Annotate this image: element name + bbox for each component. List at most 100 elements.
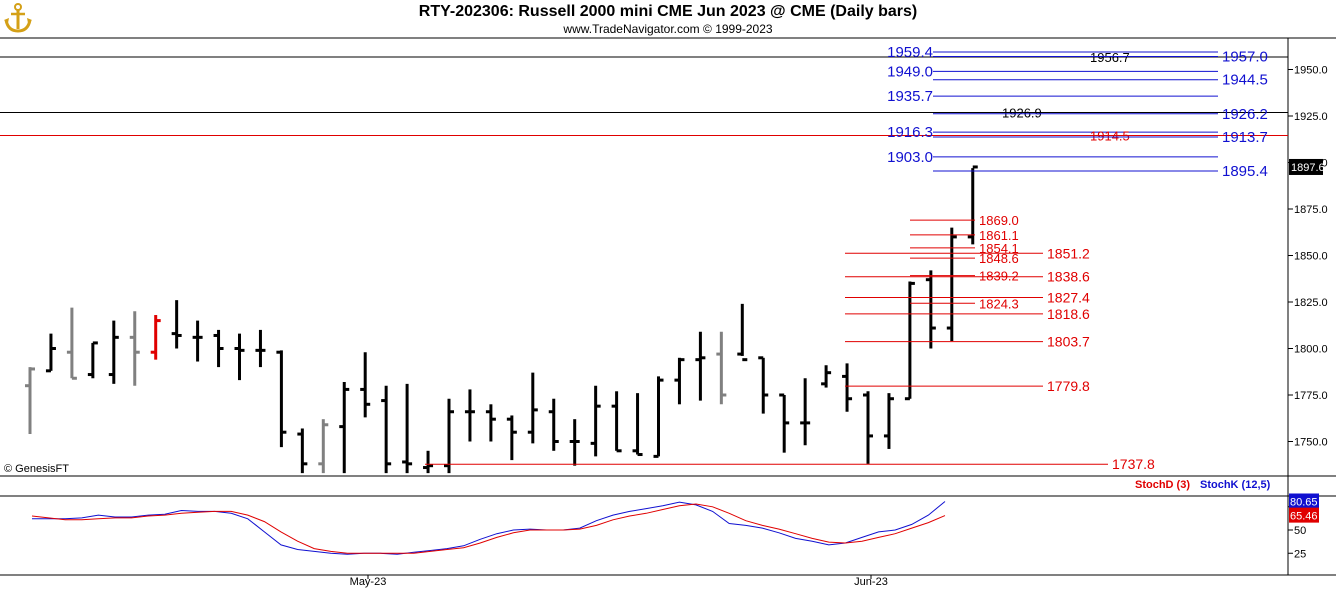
y-tick-label: 1825.0 xyxy=(1294,297,1328,309)
ohlc-bar xyxy=(360,352,371,418)
price-level: 1956.7 xyxy=(933,50,1130,65)
ohlc-bar xyxy=(863,391,873,464)
ohlc-bar xyxy=(569,419,580,466)
y-tick-label: 1850.0 xyxy=(1294,251,1328,263)
ohlc-bar xyxy=(548,398,559,451)
price-level: 1935.7 xyxy=(887,88,1218,105)
y-tick-label: 1925.0 xyxy=(1294,111,1328,123)
price-level: 1854.1 xyxy=(910,241,1019,256)
stoch-k-value: 80.65 xyxy=(1290,496,1318,508)
ohlc-bar xyxy=(213,329,224,368)
price-level: 1818.6 xyxy=(845,306,1090,322)
level-label: 1914.5 xyxy=(1090,129,1130,144)
ohlc-bar xyxy=(297,428,308,474)
price-level: 1914.5 xyxy=(933,129,1130,144)
level-label: 1949.0 xyxy=(887,63,933,80)
price-level: 1926.2 xyxy=(933,106,1268,123)
ohlc-bar xyxy=(129,311,140,386)
level-label: 1895.4 xyxy=(1222,163,1268,180)
level-label: 1869.0 xyxy=(979,213,1019,228)
level-label: 1779.8 xyxy=(1047,378,1090,394)
level-label: 1935.7 xyxy=(887,88,933,105)
legend-stochd: StochD (3) xyxy=(1135,479,1190,491)
ohlc-bar xyxy=(758,356,769,414)
price-level: 1861.1 xyxy=(910,228,1019,243)
y-tick-label: 1950.0 xyxy=(1294,65,1328,77)
stoch-series-line xyxy=(32,501,946,555)
level-label: 1944.5 xyxy=(1222,72,1268,89)
stoch-d-value-box xyxy=(1289,507,1319,523)
ohlc-bar xyxy=(339,381,350,474)
ohlc-bar xyxy=(716,331,727,405)
x-tick-label: Jun-23 xyxy=(854,576,888,588)
ohlc-bars xyxy=(25,165,978,474)
stoch-k-value-box xyxy=(1289,493,1319,509)
ohlc-bar xyxy=(779,393,790,453)
price-level: 1944.5 xyxy=(933,72,1268,89)
ohlc-bar xyxy=(444,398,454,474)
level-label: 1839.2 xyxy=(979,269,1019,284)
level-label: 1851.2 xyxy=(1047,245,1090,261)
ohlc-bar xyxy=(800,378,811,446)
ohlc-bar xyxy=(967,165,978,245)
price-level: 1827.4 xyxy=(845,290,1090,306)
ohlc-bar xyxy=(485,404,496,442)
price-level: 1803.7 xyxy=(845,334,1090,350)
price-level: 1949.0 xyxy=(887,63,1218,80)
chart-frame xyxy=(0,37,1336,576)
ohlc-bar xyxy=(150,315,161,360)
price-level: 1903.0 xyxy=(887,149,1218,166)
price-level: 1957.0 xyxy=(933,48,1268,65)
ohlc-bar xyxy=(695,331,706,401)
last-price-box xyxy=(1289,158,1323,175)
ohlc-bar xyxy=(25,367,35,435)
ohlc-bar xyxy=(423,450,434,474)
price-axis: 1750.01775.01800.01825.01850.01875.01900… xyxy=(1288,65,1328,449)
level-label: 1827.4 xyxy=(1047,290,1090,306)
ohlc-bar xyxy=(318,419,329,474)
x-tick-label: May-23 xyxy=(350,576,387,588)
ohlc-bar xyxy=(234,333,245,381)
ohlc-bar xyxy=(632,393,643,457)
ohlc-bar xyxy=(276,350,287,448)
price-level: 1851.2 xyxy=(845,245,1090,261)
y-tick-label: 1875.0 xyxy=(1294,204,1328,216)
ohlc-bar xyxy=(611,391,622,453)
osc-y-tick-label: 25 xyxy=(1294,548,1306,560)
price-level: 1848.6 xyxy=(910,251,1019,266)
price-level: 1895.4 xyxy=(933,163,1268,180)
ohlc-bar xyxy=(45,333,56,373)
ohlc-bar xyxy=(821,365,832,388)
ohlc-bar xyxy=(653,376,664,458)
ohlc-bar xyxy=(883,393,894,449)
price-level: 1838.6 xyxy=(845,269,1090,285)
level-label: 1926.9 xyxy=(1002,105,1042,120)
level-label: 1824.3 xyxy=(979,296,1019,311)
ohlc-bar xyxy=(590,385,601,457)
stoch-series-line xyxy=(31,503,946,554)
price-level: 1737.8 xyxy=(425,456,1155,472)
ohlc-bar xyxy=(87,341,98,379)
last-price-label: 1897.6 xyxy=(1291,162,1325,174)
y-tick-label: 1800.0 xyxy=(1294,344,1328,356)
price-level: 1916.3 xyxy=(887,124,1218,141)
chart-subtitle: www.TradeNavigator.com © 1999-2023 xyxy=(563,22,773,36)
ohlc-bar xyxy=(674,357,685,405)
price-level: 1869.0 xyxy=(910,213,1019,228)
date-axis: May-23 Jun-23 xyxy=(350,575,888,588)
level-label: 1803.7 xyxy=(1047,334,1090,350)
ohlc-bar xyxy=(506,415,517,461)
chart-title: RTY-202306: Russell 2000 mini CME Jun 20… xyxy=(418,3,918,20)
level-label: 1913.7 xyxy=(1222,129,1268,146)
price-level: 1839.2 xyxy=(910,269,1019,284)
ohlc-bar xyxy=(925,270,936,349)
ohlc-bar xyxy=(66,307,77,380)
watermark: © GenesisFT xyxy=(4,463,69,475)
ohlc-bar xyxy=(255,329,266,368)
ohlc-bar xyxy=(842,363,853,412)
level-label: 1956.7 xyxy=(1090,50,1130,65)
price-level: 1926.9 xyxy=(933,105,1042,120)
ohlc-bar xyxy=(464,389,475,442)
level-label: 1737.8 xyxy=(1112,456,1155,472)
level-label: 1818.6 xyxy=(1047,306,1090,322)
